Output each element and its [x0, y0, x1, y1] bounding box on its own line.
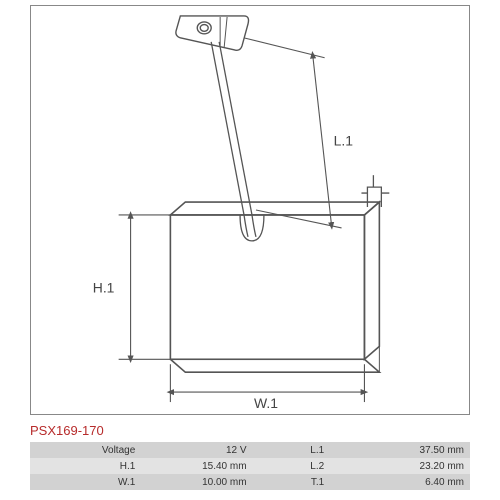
- dimension-h1: [119, 215, 176, 359]
- spec-value: 37.50 mm: [330, 442, 470, 458]
- spec-label: H.1: [30, 458, 141, 474]
- spec-value: 15.40 mm: [141, 458, 252, 474]
- table-row: W.1 10.00 mm T.1 6.40 mm: [30, 474, 470, 490]
- spec-table: Voltage 12 V L.1 37.50 mm H.1 15.40 mm L…: [30, 442, 470, 490]
- technical-drawing: H.1 W.1 L.1: [30, 5, 470, 415]
- dimension-l1: [244, 38, 342, 228]
- table-row: Voltage 12 V L.1 37.50 mm: [30, 442, 470, 458]
- lead-wire: [211, 42, 264, 241]
- spec-value: 6.40 mm: [330, 474, 470, 490]
- label-l1: L.1: [334, 132, 354, 148]
- spec-value: 23.20 mm: [330, 458, 470, 474]
- drawing-svg: H.1 W.1 L.1: [31, 6, 469, 414]
- spec-label: T.1: [253, 474, 331, 490]
- spec-value: 12 V: [141, 442, 252, 458]
- terminal-lug: [176, 16, 249, 50]
- table-row: H.1 15.40 mm L.2 23.20 mm: [30, 458, 470, 474]
- spec-label: W.1: [30, 474, 141, 490]
- page-root: H.1 W.1 L.1 PSX169-170 Voltage 12 V L.1 …: [0, 0, 500, 500]
- spec-label: Voltage: [30, 442, 141, 458]
- spec-value: 10.00 mm: [141, 474, 252, 490]
- spec-label: L.2: [253, 458, 331, 474]
- spec-label: L.1: [253, 442, 331, 458]
- label-w1: W.1: [254, 395, 278, 411]
- brush-block: [170, 202, 379, 372]
- label-h1: H.1: [93, 280, 115, 296]
- part-number: PSX169-170: [30, 423, 104, 438]
